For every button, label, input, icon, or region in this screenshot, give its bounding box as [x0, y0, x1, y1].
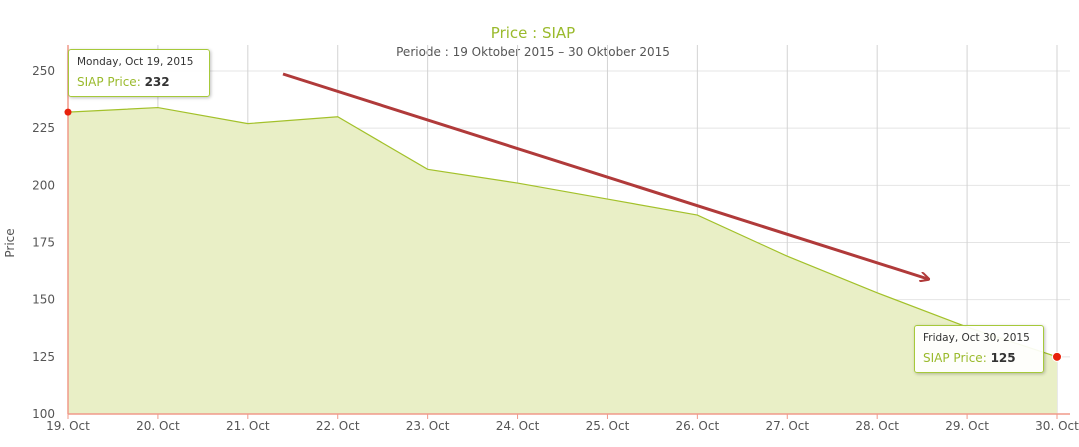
x-tick-label: 28. Oct: [855, 419, 899, 433]
y-tick-label: 250: [32, 64, 55, 78]
axes: 19. Oct 20. Oct 21. Oct 22. Oct 23. Oct 24. O…: [46, 45, 1079, 433]
tooltip-series-label: SIAP Price: [77, 75, 137, 89]
trend-arrow-line: [282, 72, 928, 279]
tooltip-first: Monday, Oct 19, 2015 SIAP Price: 232: [68, 49, 210, 97]
x-tick-label: 29. Oct: [945, 419, 989, 433]
tooltip-value: 125: [990, 351, 1016, 365]
x-tick-label: 26. Oct: [676, 419, 720, 433]
x-tick-label: 24. Oct: [496, 419, 540, 433]
y-axis-label: Price: [3, 228, 17, 257]
series-line: [67, 106, 1058, 358]
data-point-marker: [1052, 351, 1062, 362]
markers: [64, 108, 1062, 362]
x-tick-label: 25. Oct: [586, 419, 630, 433]
x-tick-label: 30. Oct: [1035, 419, 1079, 433]
tooltip-date: Monday, Oct 19, 2015: [77, 56, 194, 68]
chart-subtitle: Periode : 19 Oktober 2015 – 30 Oktober 2…: [396, 45, 670, 59]
y-tick-label: 225: [32, 121, 55, 135]
tooltip-series-label: SIAP Price: [923, 351, 983, 365]
y-tick-label: 125: [32, 350, 55, 364]
area-fill: [68, 107, 1057, 414]
x-tick-label: 19. Oct: [46, 419, 90, 433]
data-point-marker: [64, 108, 72, 116]
y-tick-label: 100: [32, 407, 55, 421]
x-tick-label: 22. Oct: [316, 419, 360, 433]
x-tick-label: 23. Oct: [406, 419, 450, 433]
series-area: [67, 106, 1058, 414]
x-tick-label: 20. Oct: [136, 419, 180, 433]
chart-title: Price : SIAP: [491, 24, 575, 42]
trend-arrow: [282, 72, 928, 279]
y-tick-label: 150: [32, 293, 55, 307]
y-tick-label: 175: [32, 236, 55, 250]
y-tick-label: 200: [32, 178, 55, 192]
tooltip-value: 232: [144, 75, 170, 89]
x-tick-label: 21. Oct: [226, 419, 270, 433]
x-tick-label: 27. Oct: [765, 419, 809, 433]
tooltip-date: Friday, Oct 30, 2015: [923, 332, 1030, 344]
tooltip-last: Friday, Oct 30, 2015 SIAP Price: 125: [914, 325, 1044, 373]
